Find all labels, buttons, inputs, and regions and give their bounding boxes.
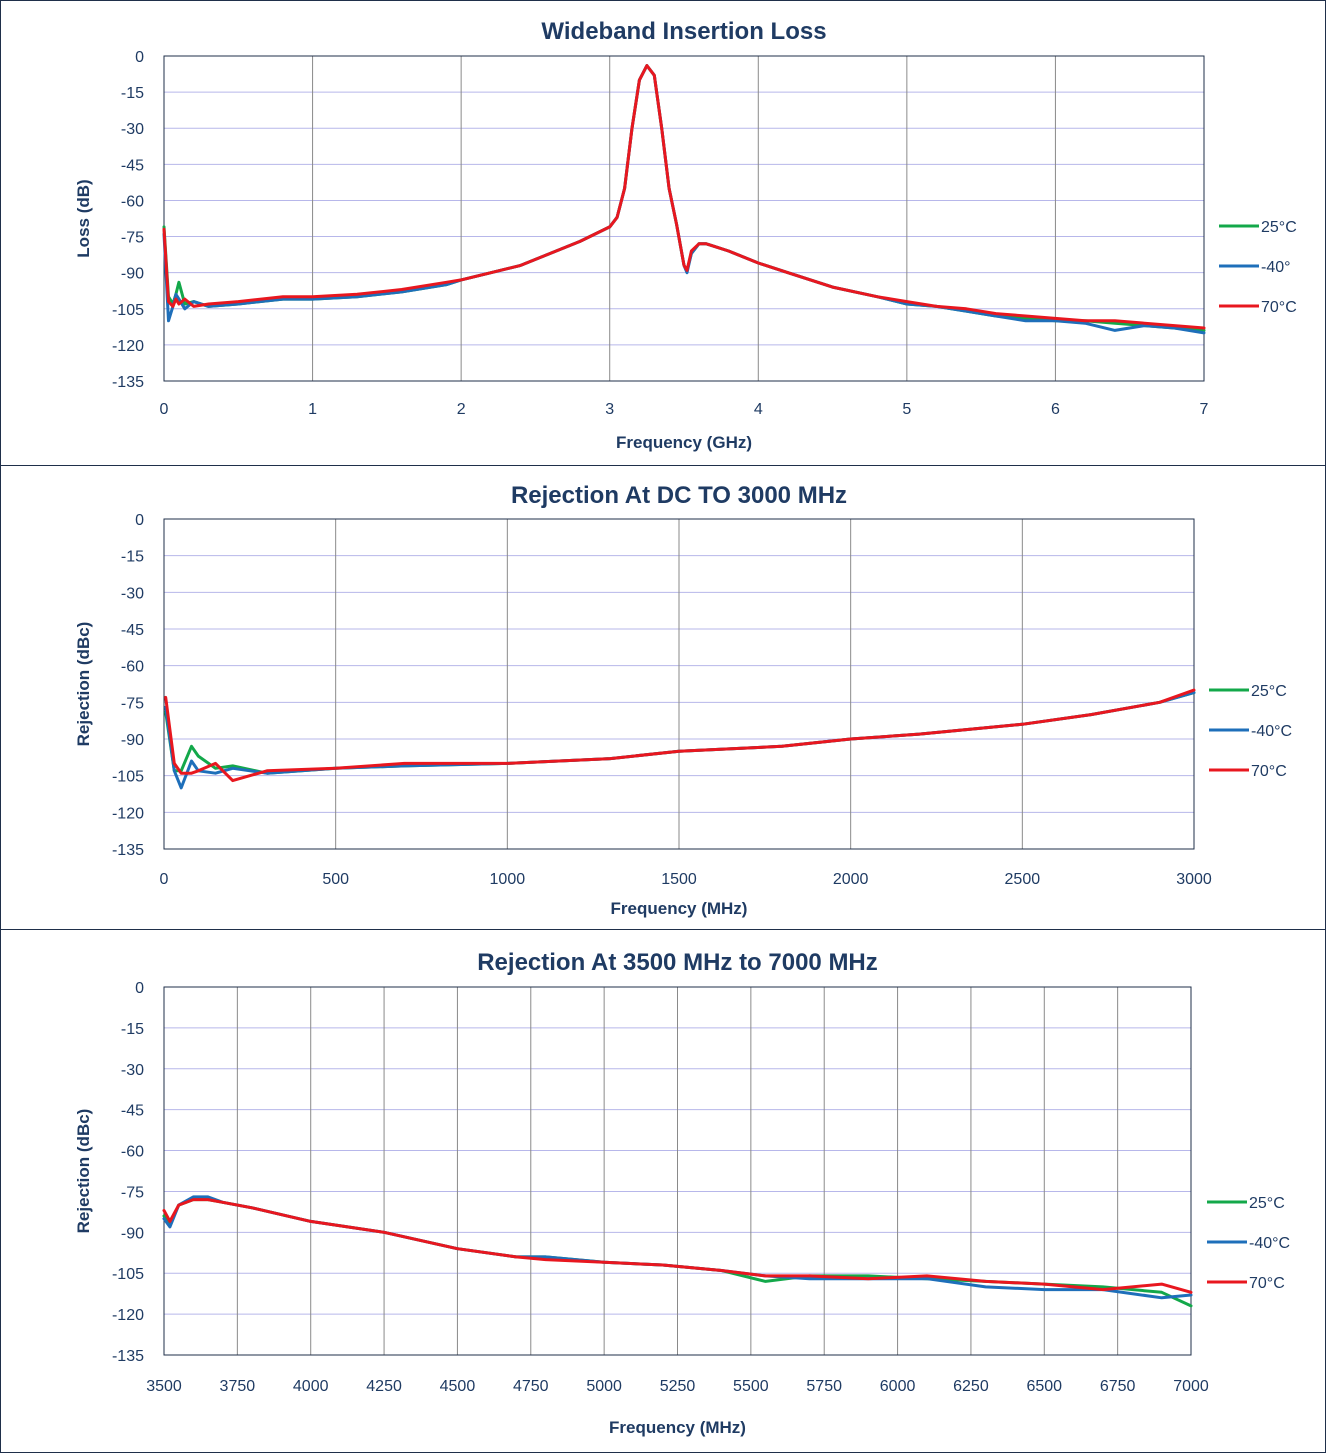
y-axis-title: Rejection (dBc) <box>74 622 93 747</box>
x-tick-label: 3500 <box>146 1378 182 1395</box>
x-tick-label: 6 <box>1051 401 1060 418</box>
x-tick-label: 0 <box>160 401 169 418</box>
y-tick-label: -60 <box>121 1144 144 1161</box>
y-tick-label: -15 <box>121 549 144 566</box>
plot-area-frame <box>163 986 1192 1356</box>
x-tick-label: 4000 <box>293 1378 329 1395</box>
series-line-40 <box>162 64 1206 335</box>
x-axis-title: Frequency (GHz) <box>616 433 752 452</box>
legend-label-25-c: 25°C <box>1251 683 1287 700</box>
legend-label-70-c: 70°C <box>1249 1275 1285 1292</box>
x-tick-label: 1500 <box>661 871 697 888</box>
chart-panel-insertion-loss: Wideband Insertion Loss 0 -15 -30 -45 -60 -75 -… <box>0 0 1326 466</box>
x-tick-label: 2000 <box>833 871 869 888</box>
y-tick-label: -45 <box>121 1103 144 1120</box>
y-tick-label: -120 <box>112 1307 144 1324</box>
y-tick-label: -105 <box>112 1266 144 1283</box>
series-line-25-c <box>164 691 1196 775</box>
x-tick-label: 6500 <box>1026 1378 1062 1395</box>
x-tick-label: 5750 <box>806 1378 842 1395</box>
y-tick-label: -30 <box>121 1062 144 1079</box>
y-tick-label: 0 <box>135 980 144 997</box>
plot-area-frame <box>163 518 1195 850</box>
y-tick-label: -45 <box>121 157 144 174</box>
y-tick-label: 0 <box>135 512 144 529</box>
y-tick-label: -90 <box>121 1225 144 1242</box>
chart-panel-rejection-dc-3000: Rejection At DC TO 3000 MHz 0 -15 -30 -45 -60… <box>0 465 1326 930</box>
y-tick-label: -75 <box>121 230 144 247</box>
series-line-70-c <box>162 1198 1193 1294</box>
y-tick-label: -15 <box>121 1021 144 1038</box>
x-tick-label: 4750 <box>513 1378 549 1395</box>
plot-area-frame <box>163 55 1205 382</box>
series-line-70-c <box>164 688 1196 783</box>
x-tick-label: 3000 <box>1176 871 1212 888</box>
chart-title: Rejection At 3500 MHz to 7000 MHz <box>477 949 878 976</box>
y-tick-label: -120 <box>112 338 144 355</box>
chart-title: Rejection At DC TO 3000 MHz <box>511 482 847 509</box>
y-tick-label: -60 <box>121 659 144 676</box>
series-line-70-c <box>162 64 1206 330</box>
x-tick-label: 3750 <box>220 1378 256 1395</box>
y-tick-label: -135 <box>112 374 144 391</box>
y-tick-label: -135 <box>112 842 144 859</box>
legend-label-40-c: -40°C <box>1249 1235 1290 1252</box>
y-tick-label: -135 <box>112 1348 144 1365</box>
legend-label-70-c: 70°C <box>1251 763 1287 780</box>
x-tick-label: 2500 <box>1005 871 1041 888</box>
x-tick-label: 0 <box>160 871 169 888</box>
x-tick-label: 2 <box>457 401 466 418</box>
y-tick-label: -75 <box>121 1184 144 1201</box>
y-tick-label: -30 <box>121 585 144 602</box>
y-axis-title: Loss (dB) <box>74 179 93 257</box>
legend-label-25-c: 25°C <box>1261 219 1297 236</box>
series-line-25-c <box>162 64 1206 332</box>
y-tick-label: -15 <box>121 85 144 102</box>
x-tick-label: 5500 <box>733 1378 769 1395</box>
y-tick-label: -30 <box>121 121 144 138</box>
y-tick-label: -105 <box>112 302 144 319</box>
y-tick-label: 0 <box>135 49 144 66</box>
y-tick-label: -75 <box>121 695 144 712</box>
chart-svg-3: Rejection At 3500 MHz to 7000 MHz 0 -15 -30… <box>74 949 1290 1437</box>
chart-svg-2: Rejection At DC TO 3000 MHz 0 -15 -30 -45 -60… <box>74 482 1292 918</box>
x-tick-label: 1000 <box>490 871 526 888</box>
chart-title: Wideband Insertion Loss <box>541 18 826 45</box>
x-axis-title: Frequency (MHz) <box>609 1418 746 1437</box>
x-tick-label: 4500 <box>440 1378 476 1395</box>
legend-label-40-c: -40°C <box>1251 723 1292 740</box>
legend-label-70-c: 70°C <box>1261 299 1297 316</box>
x-tick-label: 7 <box>1200 401 1209 418</box>
x-tick-label: 6250 <box>953 1378 989 1395</box>
y-tick-label: -45 <box>121 622 144 639</box>
y-tick-label: -105 <box>112 769 144 786</box>
x-tick-label: 7000 <box>1173 1378 1209 1395</box>
x-tick-label: 4 <box>754 401 763 418</box>
legend-label-40: -40° <box>1261 259 1291 276</box>
x-tick-label: 4250 <box>366 1378 402 1395</box>
series-line-40-c <box>164 691 1196 790</box>
x-tick-label: 3 <box>605 401 614 418</box>
x-tick-label: 5 <box>902 401 911 418</box>
y-tick-label: -60 <box>121 193 144 210</box>
x-tick-label: 6750 <box>1100 1378 1136 1395</box>
x-axis-title: Frequency (MHz) <box>611 899 748 918</box>
x-tick-label: 5250 <box>660 1378 696 1395</box>
x-tick-label: 6000 <box>880 1378 916 1395</box>
x-tick-label: 5000 <box>586 1378 622 1395</box>
y-tick-label: -120 <box>112 805 144 822</box>
chart-panel-rejection-3500-7000: Rejection At 3500 MHz to 7000 MHz 0 -15 -30… <box>0 929 1326 1453</box>
legend-label-25-c: 25°C <box>1249 1195 1285 1212</box>
x-tick-label: 1 <box>308 401 317 418</box>
chart-svg-1: Wideband Insertion Loss 0 -15 -30 -45 -60 -75 -… <box>74 18 1297 452</box>
y-tick-label: -90 <box>121 266 144 283</box>
y-axis-title: Rejection (dBc) <box>74 1109 93 1234</box>
x-tick-label: 500 <box>322 871 349 888</box>
y-tick-label: -90 <box>121 732 144 749</box>
